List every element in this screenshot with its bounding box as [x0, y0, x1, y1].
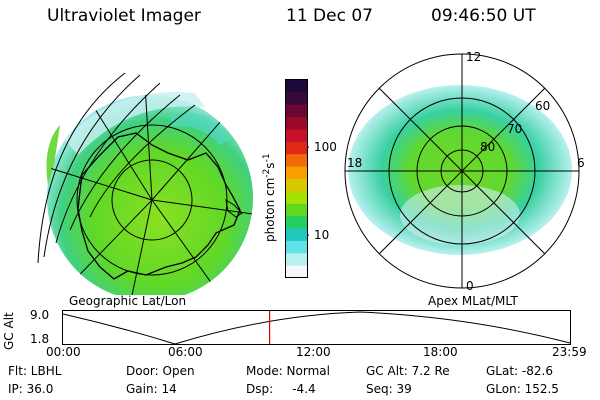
timeline-xtick-2: 12:00 [296, 345, 331, 359]
aurora-image [46, 91, 253, 295]
antarctica-coastline [77, 132, 241, 280]
info-glon: GLon: 152.5 [486, 382, 559, 396]
timeline-xtick-3: 18:00 [423, 345, 458, 359]
timeline-ytick-9: 9.0 [30, 308, 49, 322]
colorbar-tick-10: 10 [314, 228, 330, 242]
info-ip: IP: 36.0 [8, 382, 54, 396]
geographic-image-panel [37, 72, 253, 295]
colorbar-cell [286, 92, 307, 106]
magnetic-image-panel: 12 18 6 0 60 70 80 [344, 50, 585, 293]
mlt-label-12: 12 [466, 50, 481, 64]
mlt-label-0: 0 [466, 279, 474, 293]
info-mode: Mode: Normal [246, 364, 330, 378]
info-door: Door: Open [126, 364, 195, 378]
colorbar-cell [286, 179, 307, 192]
colorbar-cell [286, 265, 307, 279]
colorbar-cell [286, 154, 307, 168]
mlat-label-70: 70 [507, 122, 522, 136]
info-gc-alt: GC Alt: 7.2 Re [366, 364, 450, 378]
colorbar-cell [286, 129, 307, 143]
colorbar-cells [286, 80, 307, 279]
colorbar-cell [286, 166, 307, 180]
left-panel-caption: Geographic Lat/Lon [69, 294, 187, 308]
mlat-label-60: 60 [535, 99, 550, 113]
timeline-xtick-4: 23:59 [552, 345, 587, 359]
colorbar-cell [286, 228, 307, 242]
colorbar-cell [286, 104, 307, 118]
colorbar-cell [286, 117, 307, 130]
date-label: 11 Dec 07 [286, 6, 373, 26]
info-filter: Flt: LBHL [8, 364, 62, 378]
orbit-timeline: GC Alt 9.0 1.8 [2, 308, 571, 350]
timeline-ylabel: GC Alt [2, 312, 16, 350]
mlat-label-80: 80 [480, 140, 495, 154]
mlat-grid [344, 53, 580, 289]
outer-latitude-arcs [37, 72, 196, 264]
info-glat: GLat: -82.6 [486, 364, 553, 378]
coastline-detail [225, 198, 243, 218]
aurora-oval [348, 85, 572, 255]
colorbar-cell [286, 216, 307, 229]
colorbar-units-label: photon cm-2s-1 [262, 153, 277, 242]
timeline-xtick-1: 06:00 [168, 345, 203, 359]
time-label: 09:46:50 UT [431, 6, 536, 26]
colorbar-cell [286, 240, 307, 254]
info-gain: Gain: 14 [126, 382, 177, 396]
timeline-xtick-0: 00:00 [46, 345, 81, 359]
altitude-curve [62, 311, 571, 345]
colorbar-cell [286, 141, 307, 155]
colorbar [285, 79, 309, 279]
colorbar-cell [286, 191, 307, 205]
info-seq: Seq: 39 [366, 382, 412, 396]
right-panel-caption: Apex MLat/MLT [428, 294, 518, 308]
colorbar-tick-100: 100 [314, 140, 337, 154]
colorbar-cell [286, 203, 307, 217]
mlt-label-18: 18 [347, 156, 362, 170]
colorbar-cell [286, 253, 307, 267]
colorbar-cell [286, 80, 307, 93]
mlt-label-6: 6 [577, 156, 585, 170]
instrument-title: Ultraviolet Imager [47, 6, 201, 26]
timeline-ytick-1.8: 1.8 [30, 332, 49, 346]
info-dsp: Dsp: -4.4 [246, 382, 316, 396]
